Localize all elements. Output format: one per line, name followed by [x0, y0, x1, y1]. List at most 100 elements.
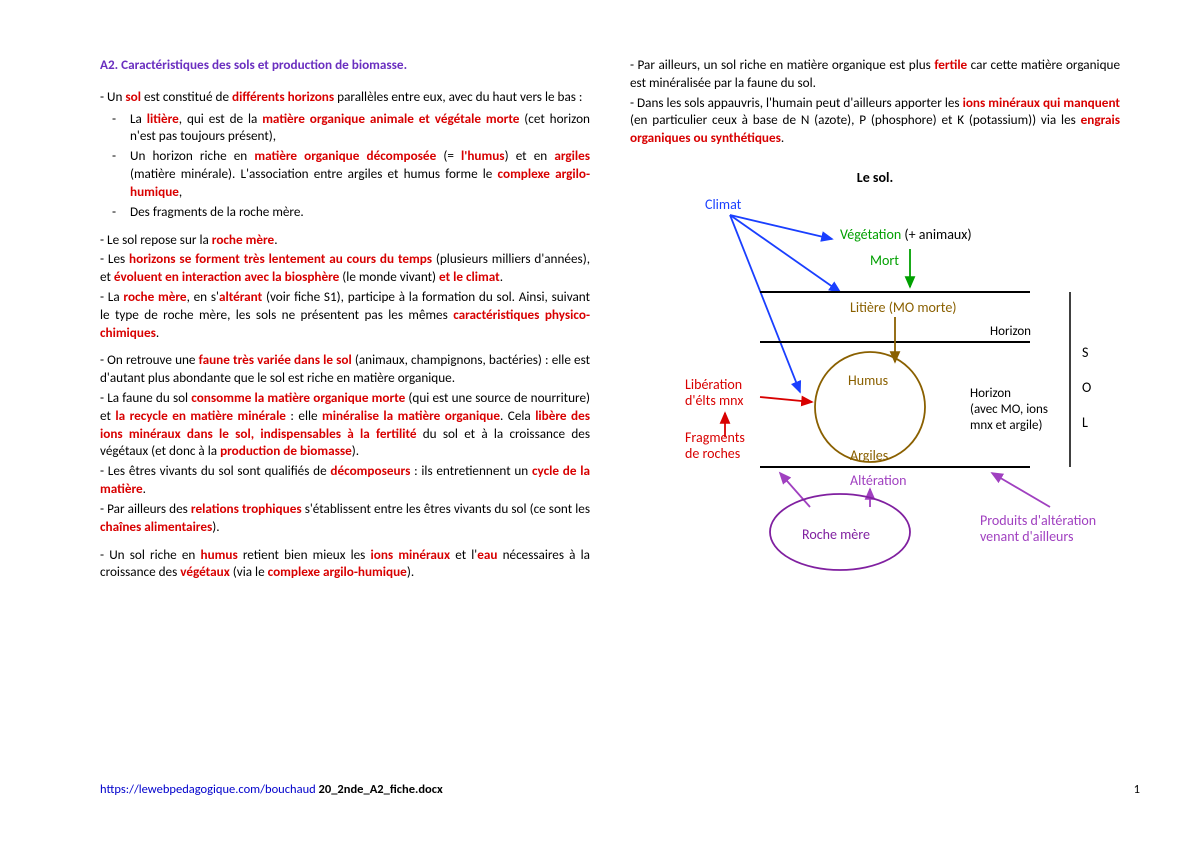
label-alteration: Altération [850, 472, 907, 489]
text: - La [100, 288, 123, 305]
text: (matière minérale). L'association entre … [130, 165, 498, 182]
para: - Par ailleurs des relations trophiques … [100, 500, 590, 536]
text: est constitué de [141, 88, 232, 105]
text: ). [407, 563, 414, 580]
text: , [179, 183, 182, 200]
label-climat: Climat [705, 196, 742, 213]
label-rochemere: Roche mère [802, 526, 870, 543]
para: - Un sol riche en humus retient bien mie… [100, 546, 590, 582]
kw: et le climat [439, 268, 500, 285]
kw: humus [201, 546, 238, 563]
text: - Les [100, 250, 129, 267]
text: , en s' [187, 288, 219, 305]
label-mort: Mort [870, 252, 899, 269]
text: et l' [450, 546, 477, 563]
label-produits2: venant d'ailleurs [980, 528, 1074, 545]
text: . [143, 480, 146, 497]
diagram-title: Le sol. [857, 169, 893, 186]
text: (en particulier ceux à base de N (azote)… [630, 111, 1081, 128]
label-fragments1: Fragments [685, 429, 745, 446]
text: ). [352, 442, 359, 459]
footer-file: 20_2nde_A2_fiche.docx [316, 782, 443, 797]
text: . [156, 324, 159, 341]
kw: minéralise la matière organique [322, 407, 500, 424]
text: - La faune du sol [100, 389, 191, 406]
kw-horizons: différents horizons [232, 88, 334, 105]
text: (le monde vivant) [339, 268, 439, 285]
kw: ions minéraux [371, 546, 451, 563]
right-column: - Par ailleurs, un sol riche en matière … [630, 56, 1120, 602]
kw: relations trophiques [191, 500, 302, 517]
document-page: A2. Caractéristiques des sols et product… [0, 0, 1200, 602]
kw: complexe argilo-humique [268, 563, 407, 580]
kw: consomme la matière organique morte [191, 389, 405, 406]
footer-left: https://lewebpedagogique.com/bouchaud 20… [100, 782, 443, 797]
horizons-list: La litière, qui est de la matière organi… [100, 110, 590, 221]
text: - Un [100, 88, 125, 105]
label-vegetation: Végétation (+ animaux) [840, 226, 972, 243]
sol-o: O [1082, 379, 1091, 396]
label-produits1: Produits d'altération [980, 512, 1096, 529]
left-column: A2. Caractéristiques des sols et product… [100, 56, 590, 602]
text: . [274, 231, 277, 248]
doc-title: A2. Caractéristiques des sols et product… [100, 56, 590, 74]
sol-s: S [1082, 344, 1088, 361]
text: parallèles entre eux, avec du haut vers … [334, 88, 582, 105]
text: - Par ailleurs des [100, 500, 191, 517]
kw: matière organique décomposée [254, 147, 436, 164]
text: Un horizon riche en [130, 147, 254, 164]
kw: chaînes alimentaires [100, 518, 212, 535]
kw: l'humus [461, 147, 505, 164]
para: - Le sol repose sur la roche mère. [100, 231, 590, 249]
list-item: La litière, qui est de la matière organi… [130, 110, 590, 146]
text: - Un sol riche en [100, 546, 201, 563]
footer-link[interactable]: https://lewebpedagogique.com/bouchaud [100, 782, 316, 797]
label-fragments2: de roches [685, 445, 740, 462]
para-intro: - Un sol est constitué de différents hor… [100, 88, 590, 106]
text: . [500, 268, 503, 285]
soil-diagram: Le sol. Climat Végétation (+ animaux) Mo… [630, 167, 1120, 602]
kw: production de biomasse [220, 442, 352, 459]
kw: horizons se forment très lentement au co… [129, 250, 432, 267]
label-horizon2-l1: Horizon [970, 386, 1011, 401]
kw: végétaux [180, 563, 230, 580]
kw: matière organique animale et végétale mo… [262, 110, 519, 127]
text: La [130, 110, 147, 127]
kw: litière [147, 110, 179, 127]
label-argiles: Argiles [850, 447, 888, 464]
sol-l: L [1082, 414, 1088, 431]
kw: ions minéraux qui manquent [963, 94, 1120, 111]
text: - Par ailleurs, un sol riche en matière … [630, 56, 934, 73]
text: - On retrouve une [100, 351, 199, 368]
list-item: Un horizon riche en matière organique dé… [130, 147, 590, 200]
text: ). [212, 518, 219, 535]
kw: eau [477, 546, 497, 563]
text: (via le [230, 563, 268, 580]
label-litiere: Litière (MO morte) [850, 299, 957, 316]
kw: évoluent en interaction avec la biosphèr… [114, 268, 339, 285]
text: - Les êtres vivants du sol sont qualifié… [100, 462, 330, 479]
label-liberation2: d'élts mnx [685, 392, 743, 409]
para: - La faune du sol consomme la matière or… [100, 389, 590, 460]
text: : ils entretiennent un [410, 462, 532, 479]
list-item: Des fragments de la roche mère. [130, 203, 590, 221]
kw: argiles [554, 147, 590, 164]
text: retient bien mieux les [238, 546, 371, 563]
label-humus: Humus [848, 372, 888, 389]
para: - La roche mère, en s'altérant (voir fic… [100, 288, 590, 341]
kw: décomposeurs [330, 462, 410, 479]
text: (= [436, 147, 461, 164]
label-horizon2-l3: mnx et argile) [970, 418, 1042, 433]
text: - Dans les sols appauvris, l'humain peut… [630, 94, 963, 111]
para: - Les êtres vivants du sol sont qualifié… [100, 462, 590, 498]
text: . Cela [500, 407, 535, 424]
kw: altérant [219, 288, 262, 305]
text: , qui est de la [179, 110, 262, 127]
text: . [781, 129, 784, 146]
para: - Par ailleurs, un sol riche en matière … [630, 56, 1120, 92]
kw: fertile [934, 56, 967, 73]
para: - Les horizons se forment très lentement… [100, 250, 590, 286]
para: - Dans les sols appauvris, l'humain peut… [630, 94, 1120, 147]
kw: roche mère [123, 288, 186, 305]
page-number: 1 [1134, 782, 1140, 797]
